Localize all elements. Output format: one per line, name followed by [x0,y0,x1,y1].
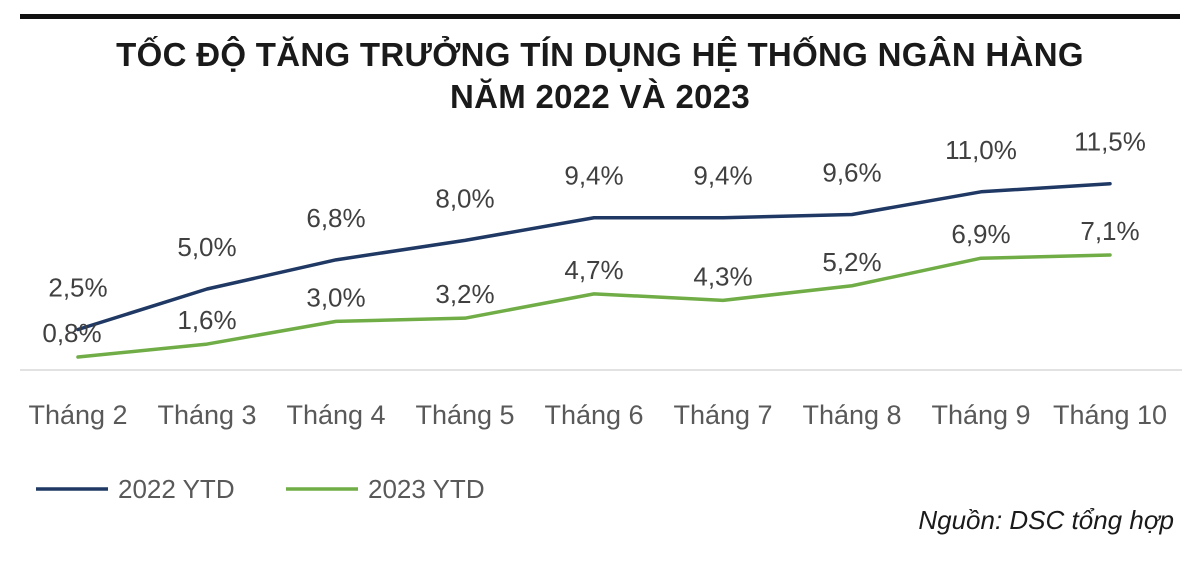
series-line-2023 [76,253,1112,359]
data-label: 3,2% [435,279,494,309]
data-label: 11,5% [1074,127,1146,157]
data-label: 9,4% [564,161,623,191]
data-label: 3,0% [306,282,365,312]
x-tick-label: Tháng 2 [28,400,127,430]
data-label: 11,0% [945,135,1017,165]
chart-title-line-2: NĂM 2022 VÀ 2023 [449,78,751,115]
legend-label: 2022 YTD [118,474,235,504]
data-label: 5,0% [177,232,236,262]
x-tick-label: Tháng 3 [157,400,256,430]
data-label: 8,0% [435,183,494,213]
data-label: 2,5% [48,273,107,303]
data-label: 6,8% [306,203,365,233]
data-label: 9,6% [822,157,881,187]
chart-title-line-1: TỐC ĐỘ TĂNG TRƯỞNG TÍN DỤNG HỆ THỐNG NGÂ… [116,36,1084,73]
chart-title: TỐC ĐỘ TĂNG TRƯỞNG TÍN DỤNG HỆ THỐNG NGÂ… [0,34,1200,118]
data-label: 0,8% [42,318,101,348]
x-tick-label: Tháng 6 [544,400,643,430]
data-label: 5,2% [822,247,881,277]
legend-label: 2023 YTD [368,474,485,504]
data-label: 6,9% [951,219,1010,249]
x-tick-label: Tháng 9 [931,400,1030,430]
data-label: 9,4% [693,161,752,191]
x-tick-label: Tháng 10 [1053,400,1167,430]
data-label: 4,7% [564,255,623,285]
data-label: 4,3% [693,261,752,291]
x-tick-label: Tháng 7 [673,400,772,430]
data-label: 1,6% [177,305,236,335]
x-tick-label: Tháng 8 [802,400,901,430]
x-tick-label: Tháng 4 [286,400,385,430]
series-line-2022 [76,181,1112,332]
x-tick-label: Tháng 5 [415,400,514,430]
top-rule [20,14,1180,19]
source-note: Nguồn: DSC tổng hợp [918,505,1174,535]
data-label: 7,1% [1080,216,1139,246]
